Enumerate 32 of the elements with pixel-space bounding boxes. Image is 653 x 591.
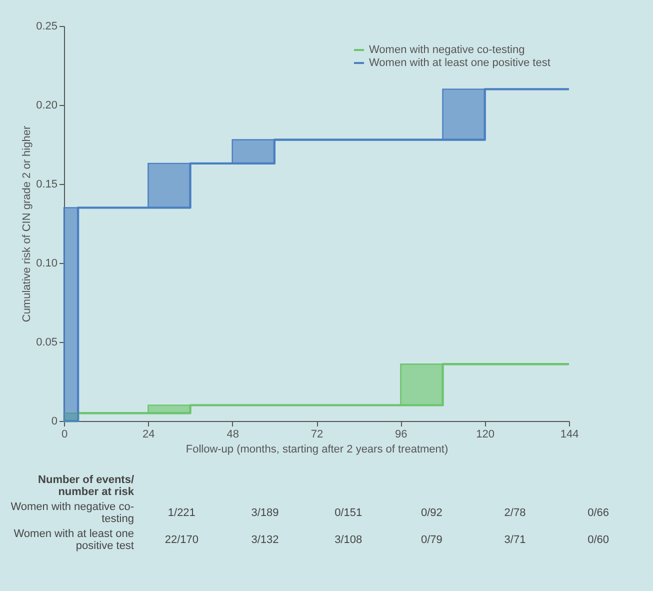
text: 0/151 xyxy=(334,507,364,519)
text: 2/78 xyxy=(503,507,527,519)
text: 3/189 xyxy=(250,507,280,519)
text: Women with at least one positive test xyxy=(12,528,135,552)
text: 22/170 xyxy=(164,534,200,546)
text: 0/79 xyxy=(420,534,444,546)
y-tick-label: 0.15 xyxy=(36,178,58,190)
x-tick-label: 48 xyxy=(226,428,239,440)
x-tick-label: 72 xyxy=(310,428,324,440)
text: 3/108 xyxy=(334,534,364,546)
text: 0/60 xyxy=(586,534,610,546)
x-axis-title: Follow-up (months, starting after 2 years of treatment) xyxy=(186,444,448,456)
text: Number of events/ number at risk xyxy=(37,474,135,498)
x-tick-label: 0 xyxy=(61,428,68,440)
y-tick-label: 0.10 xyxy=(36,258,58,270)
y-tick-label: 0.25 xyxy=(36,20,58,32)
y-tick-label: 0.20 xyxy=(36,100,58,112)
x-tick-label: 24 xyxy=(142,428,155,440)
legend-label: Women with negative co-testing xyxy=(369,44,525,56)
text: 0/92 xyxy=(420,507,444,519)
y-axis-title: Cumulative risk of CIN grade 2 or higher xyxy=(21,126,34,322)
text: 3/71 xyxy=(503,534,527,546)
legend-label: Women with at least one positive test xyxy=(369,57,550,69)
x-tick-label: 120 xyxy=(476,428,495,440)
text: 1/221 xyxy=(166,507,196,519)
x-tick-label: 96 xyxy=(395,428,408,440)
text: 3/132 xyxy=(250,534,280,546)
text: 0/66 xyxy=(586,507,610,519)
y-tick-label: 0.05 xyxy=(36,336,58,348)
x-tick-label: 144 xyxy=(560,428,579,440)
y-tick-label: 0 xyxy=(51,416,58,428)
text: Women with negative co-testing xyxy=(10,501,135,525)
